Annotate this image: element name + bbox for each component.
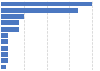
Bar	[1, 65, 6, 70]
Bar	[1, 1, 92, 6]
Bar	[1, 39, 8, 44]
Bar	[1, 46, 8, 51]
Bar	[1, 52, 8, 57]
Bar	[1, 58, 8, 63]
Bar	[1, 33, 8, 38]
Bar	[1, 14, 24, 19]
Bar	[1, 27, 19, 32]
Bar	[1, 20, 19, 25]
Bar	[1, 8, 78, 13]
